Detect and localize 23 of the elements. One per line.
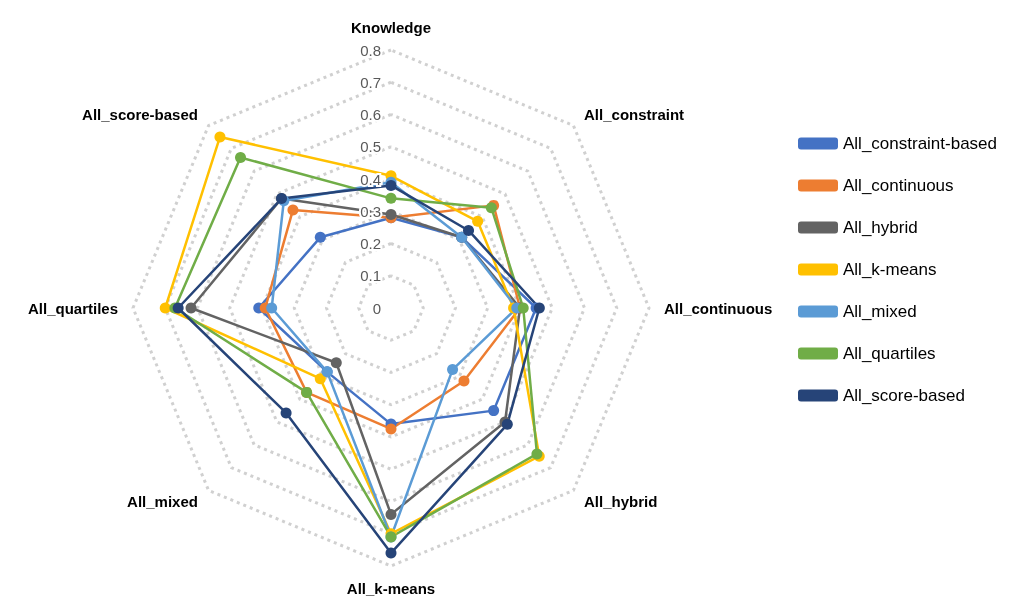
spoke-label: Knowledge xyxy=(350,19,432,36)
y-tick-label: 0.2 xyxy=(360,235,381,252)
spoke-label: All_hybrid xyxy=(584,492,658,510)
spoke-label: All_k-means xyxy=(346,580,436,597)
y-tick-label: 0 xyxy=(372,299,381,317)
legend-label: All_hybrid xyxy=(843,218,918,237)
legend-label: All_continuous xyxy=(843,176,954,195)
legend-label: All_k-means xyxy=(843,260,937,279)
spoke-label: All_constraint xyxy=(584,106,685,124)
y-tick-label: 0.4 xyxy=(360,170,381,188)
y-tick-label: 0.5 xyxy=(360,138,381,156)
y-tick-label: 0.8 xyxy=(360,41,381,59)
spoke-label: All_continuous xyxy=(664,299,773,317)
spoke-label: All_quartiles xyxy=(27,299,118,317)
y-tick-label: 0.7 xyxy=(360,73,381,91)
y-tick-label: 0.1 xyxy=(360,267,381,285)
spoke-label: All_score-based xyxy=(82,106,198,124)
y-tick-label: 0.6 xyxy=(360,106,381,123)
spoke-label: All_mixed xyxy=(127,492,198,510)
legend-label: All_quartiles xyxy=(843,344,936,363)
legend-label: All_score-based xyxy=(843,386,965,405)
legend-label: All_constraint-based xyxy=(843,134,998,153)
legend-label: All_mixed xyxy=(843,302,917,321)
